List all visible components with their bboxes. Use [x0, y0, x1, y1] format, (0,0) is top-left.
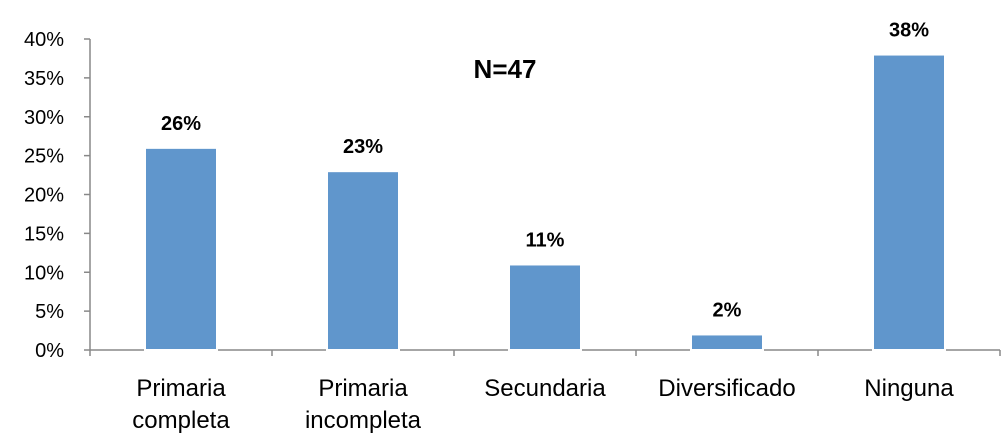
- category-label: Diversificado: [658, 375, 795, 402]
- y-tick-label: 15%: [24, 223, 64, 245]
- data-label: 23%: [343, 136, 383, 158]
- bar: [326, 170, 400, 351]
- labels: 26% Primaria completa 23% Primaria incompleta…: [132, 20, 954, 434]
- y-tick-label: 0%: [35, 340, 64, 362]
- sample-size-annotation: N=47: [474, 54, 537, 84]
- y-tick-label: 40%: [24, 29, 64, 51]
- axes: 0% 5% 10% 15% 20% 25% 30% 35% 40%: [24, 29, 1001, 362]
- y-tick-label: 10%: [24, 262, 64, 284]
- bars: [144, 53, 946, 352]
- bar: [690, 333, 764, 352]
- y-tick-label: 35%: [24, 68, 64, 90]
- data-label: 2%: [713, 299, 742, 321]
- bar: [872, 53, 946, 352]
- y-tick-label: 20%: [24, 185, 64, 207]
- y-tick-label: 5%: [35, 301, 64, 323]
- data-label: 26%: [161, 113, 201, 135]
- y-tick-label: 25%: [24, 146, 64, 168]
- bar: [144, 146, 218, 351]
- data-label: 38%: [889, 20, 929, 42]
- category-label: Primaria incompleta: [305, 375, 422, 434]
- category-label: Primaria completa: [132, 375, 230, 434]
- category-label: Secundaria: [484, 375, 606, 402]
- y-tick-label: 30%: [24, 107, 64, 129]
- bar: [508, 263, 582, 352]
- category-label: Ninguna: [864, 375, 954, 402]
- data-label: 11%: [526, 229, 565, 251]
